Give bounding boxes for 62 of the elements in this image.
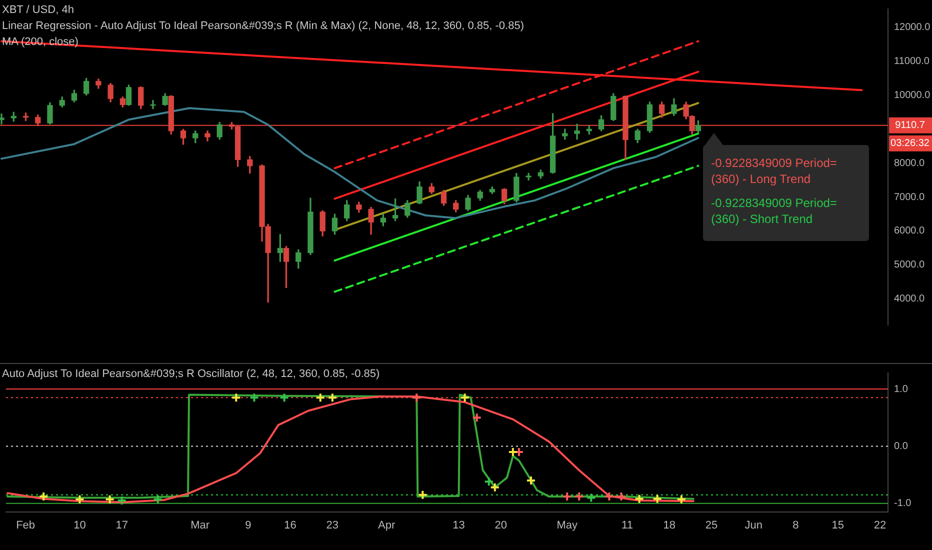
point <box>74 494 85 504</box>
y-tick-label: 10000.0 <box>894 90 931 101</box>
y-tick-label: 6000.0 <box>894 226 926 237</box>
point <box>490 482 500 492</box>
point <box>116 496 127 506</box>
point <box>104 494 115 504</box>
x-tick-label: 17 <box>116 520 128 532</box>
x-tick-label: 22 <box>874 520 886 532</box>
point <box>652 494 662 504</box>
point <box>279 392 290 403</box>
y-tick-label: 7000.0 <box>894 192 926 203</box>
point <box>231 392 242 403</box>
x-tick-label: 16 <box>284 520 296 532</box>
point <box>412 392 422 403</box>
point <box>616 492 626 502</box>
y-tick-label: 11000.0 <box>894 56 930 68</box>
x-tick-label: May <box>556 520 578 532</box>
y-tick-label: 0.0 <box>894 440 908 452</box>
point <box>562 492 572 502</box>
x-tick-label: 23 <box>326 520 339 532</box>
ref-line-label: 9110.7 <box>895 120 926 132</box>
y-tick-label: 4000.0 <box>894 294 926 305</box>
point <box>460 392 470 403</box>
x-tick-label: 15 <box>832 520 844 532</box>
annotation: -0.9228349009 Period=(360) - Short Trend <box>711 195 838 228</box>
point <box>249 392 260 403</box>
point <box>327 392 338 403</box>
point <box>604 492 614 502</box>
annotation: Auto Adjust To Ideal Pearson&#039;s R Oscillator (2, 48, 12, 360, 0.85, -0.85) <box>2 367 380 382</box>
point <box>418 490 428 500</box>
point <box>634 494 644 504</box>
x-tick-label: 18 <box>663 520 676 532</box>
x-tick-label: 25 <box>705 520 718 532</box>
x-tick-label: 13 <box>452 520 465 532</box>
x-tick-label: 8 <box>792 520 799 532</box>
x-tick-label: 11 <box>622 520 633 532</box>
y-tick-label: -1.0 <box>894 498 912 510</box>
x-tick-label: 10 <box>74 520 86 532</box>
point <box>574 492 584 502</box>
chart-title: XBT / USD, 4h <box>2 3 75 18</box>
x-tick-label: 9 <box>245 520 252 532</box>
point <box>38 492 49 502</box>
point <box>484 476 494 487</box>
point <box>152 494 163 504</box>
y-tick-label: 8000.0 <box>894 158 926 169</box>
y-tick-label: 12000.0 <box>894 22 931 34</box>
point <box>315 392 326 403</box>
x-tick-label: Mar <box>190 520 210 532</box>
point <box>508 446 518 457</box>
point <box>586 492 596 503</box>
point <box>472 412 482 423</box>
x-tick-label: 20 <box>494 520 508 532</box>
point <box>526 476 536 486</box>
point <box>676 494 686 504</box>
x-tick-label: Jun <box>744 520 762 532</box>
y-tick-label: 5000.0 <box>894 260 926 271</box>
annotation: -0.9228349009 Period=(360) - Long Trend <box>711 155 838 188</box>
x-tick-label: Apr <box>378 520 396 532</box>
x-tick-label: Feb <box>16 520 36 532</box>
annotation: 03:26:32 <box>890 138 930 150</box>
y-tick-label: 1.0 <box>894 384 908 395</box>
annotation: Linear Regression - Auto Adjust To Ideal Pearson&#039;s R (Min & Max) (2, None, 48, 12, 360, 0.85, -0.85) <box>2 19 524 34</box>
